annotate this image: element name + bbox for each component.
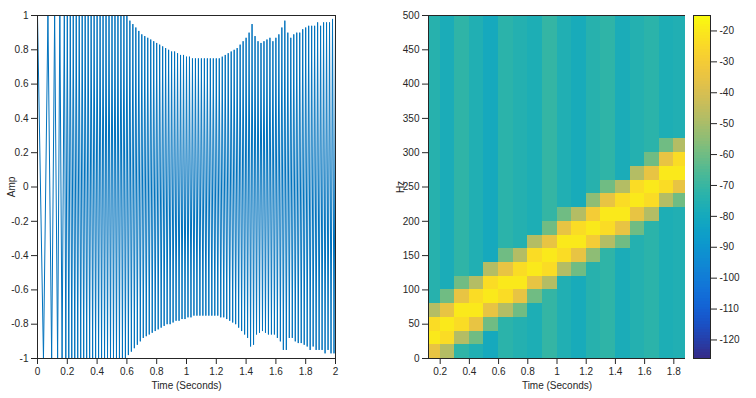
svg-text:400: 400	[403, 78, 420, 89]
svg-text:Time (Seconds): Time (Seconds)	[522, 380, 592, 391]
svg-text:-20: -20	[720, 25, 735, 36]
svg-text:0.8: 0.8	[150, 366, 164, 377]
svg-text:-1: -1	[20, 353, 29, 364]
svg-text:1.2: 1.2	[209, 366, 223, 377]
svg-text:-90: -90	[720, 241, 735, 252]
svg-text:0.6: 0.6	[15, 78, 29, 89]
svg-text:0.4: 0.4	[90, 366, 104, 377]
svg-text:-70: -70	[720, 180, 735, 191]
svg-text:0: 0	[23, 181, 29, 192]
svg-text:100: 100	[403, 284, 420, 295]
svg-text:-40: -40	[720, 87, 735, 98]
svg-text:0.8: 0.8	[15, 44, 29, 55]
svg-text:0.2: 0.2	[15, 147, 29, 158]
svg-text:Time (Seconds): Time (Seconds)	[151, 380, 221, 391]
svg-text:-80: -80	[720, 211, 735, 222]
svg-text:2: 2	[333, 366, 339, 377]
svg-text:50: 50	[408, 318, 420, 329]
svg-text:-30: -30	[720, 56, 735, 67]
svg-text:0: 0	[414, 353, 420, 364]
svg-text:1.4: 1.4	[608, 366, 622, 377]
svg-text:1.2: 1.2	[579, 366, 593, 377]
svg-text:-0.2: -0.2	[11, 216, 29, 227]
svg-text:250: 250	[402, 181, 420, 193]
svg-text:0.4: 0.4	[462, 366, 476, 377]
svg-text:-50: -50	[720, 118, 735, 129]
svg-text:1.8: 1.8	[667, 366, 681, 377]
svg-text:450: 450	[403, 44, 420, 55]
svg-text:350: 350	[403, 113, 420, 124]
svg-text:0.4: 0.4	[15, 113, 29, 124]
svg-text:0: 0	[35, 366, 41, 377]
svg-text:1: 1	[184, 366, 190, 377]
svg-text:1.6: 1.6	[269, 366, 283, 377]
svg-text:0.6: 0.6	[120, 366, 134, 377]
svg-text:150: 150	[403, 250, 420, 261]
svg-text:300: 300	[403, 147, 420, 158]
svg-text:-0.6: -0.6	[11, 284, 29, 295]
svg-text:1: 1	[23, 10, 29, 21]
svg-text:-100: -100	[720, 272, 740, 283]
svg-text:-60: -60	[720, 149, 735, 160]
svg-text:Amp: Amp	[6, 176, 17, 197]
svg-text:1.8: 1.8	[299, 366, 313, 377]
svg-text:200: 200	[403, 216, 420, 227]
svg-text:1.6: 1.6	[638, 366, 652, 377]
svg-text:0.6: 0.6	[492, 366, 506, 377]
svg-text:Hz: Hz	[395, 181, 406, 193]
svg-text:-0.4: -0.4	[11, 250, 29, 261]
svg-text:0.2: 0.2	[433, 366, 447, 377]
svg-text:500: 500	[403, 10, 420, 21]
svg-text:-120: -120	[720, 334, 740, 345]
svg-text:1: 1	[554, 366, 560, 377]
svg-text:0.8: 0.8	[521, 366, 535, 377]
svg-text:1.4: 1.4	[239, 366, 253, 377]
svg-text:-0.8: -0.8	[11, 318, 29, 329]
svg-text:-110: -110	[720, 303, 740, 314]
svg-text:0.2: 0.2	[60, 366, 74, 377]
